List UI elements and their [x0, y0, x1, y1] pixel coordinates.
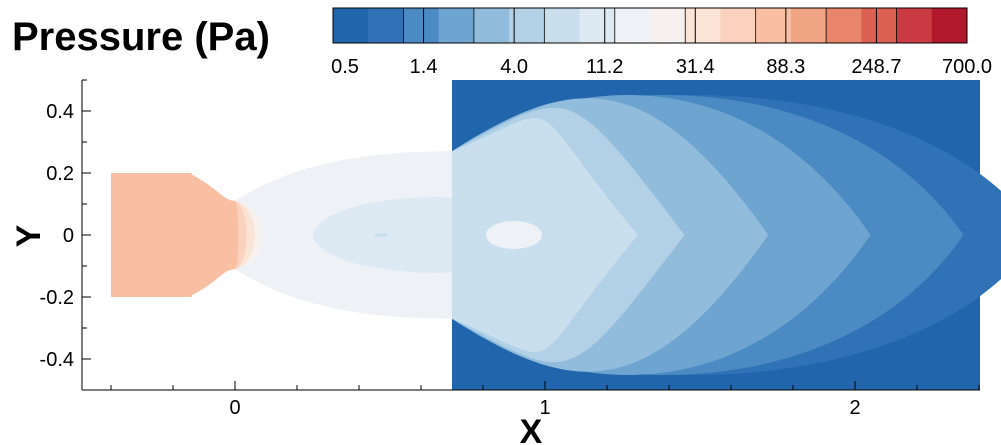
colorbar-tick-label: 0.5 [331, 56, 359, 78]
colorbar-swatch [685, 8, 721, 43]
colorbar-swatch [579, 8, 616, 43]
y-tick-label: 0.4 [46, 101, 74, 123]
x-tick-label: 1 [539, 397, 550, 419]
plume-spot [486, 221, 542, 249]
colorbar-swatch [544, 8, 581, 43]
colorbar-swatch [403, 8, 440, 43]
inlet-region [111, 173, 192, 297]
colorbar-swatch [438, 8, 475, 43]
y-tick-label: -0.2 [40, 287, 74, 309]
colorbar-swatch [509, 8, 545, 43]
nozzle-contraction [185, 173, 232, 297]
colorbar-swatch [650, 8, 686, 43]
colorbar-swatch [931, 8, 968, 43]
colorbar-tick-label: 31.4 [676, 56, 715, 78]
colorbar-tick-label: 4.0 [500, 56, 528, 78]
colorbar-tick-label: 700.0 [942, 56, 992, 78]
colorbar-tick-label: 11.2 [586, 56, 623, 78]
colorbar-swatch [861, 8, 898, 43]
colorbar-swatch [368, 8, 404, 43]
colorbar-swatch [790, 8, 827, 43]
colorbar-tick-label: 248.7 [851, 56, 901, 78]
colorbar-swatch [896, 8, 933, 43]
x-tick-label: 0 [229, 397, 240, 419]
chart-title: Pressure (Pa) [12, 15, 270, 59]
colorbar-swatch [614, 8, 651, 43]
colorbar-tick-label: 88.3 [766, 56, 805, 78]
contour-fill [111, 80, 1001, 390]
plot-axes: 0 1 2 0.4 0.2 0 -0.2 -0.4 [40, 79, 980, 419]
colorbar-swatch [473, 8, 510, 43]
x-tick-label: 2 [849, 397, 860, 419]
plume-spot [373, 233, 388, 237]
y-tick-label: 0 [63, 225, 74, 247]
x-axis-label: X [520, 413, 543, 445]
colorbar-swatch [720, 8, 757, 43]
plume-contour-band [452, 118, 638, 352]
y-tick-label: -0.4 [40, 349, 74, 371]
colorbar-swatch [826, 8, 862, 43]
y-tick-label: 0.2 [46, 163, 74, 185]
colorbar-swatch [333, 8, 369, 43]
y-axis-label: Y [10, 224, 48, 247]
colorbar: 0.5 1.4 4.0 11.2 31.4 88.3 248.7 700.0 [331, 7, 992, 78]
colorbar-tick-label: 1.4 [410, 56, 438, 78]
